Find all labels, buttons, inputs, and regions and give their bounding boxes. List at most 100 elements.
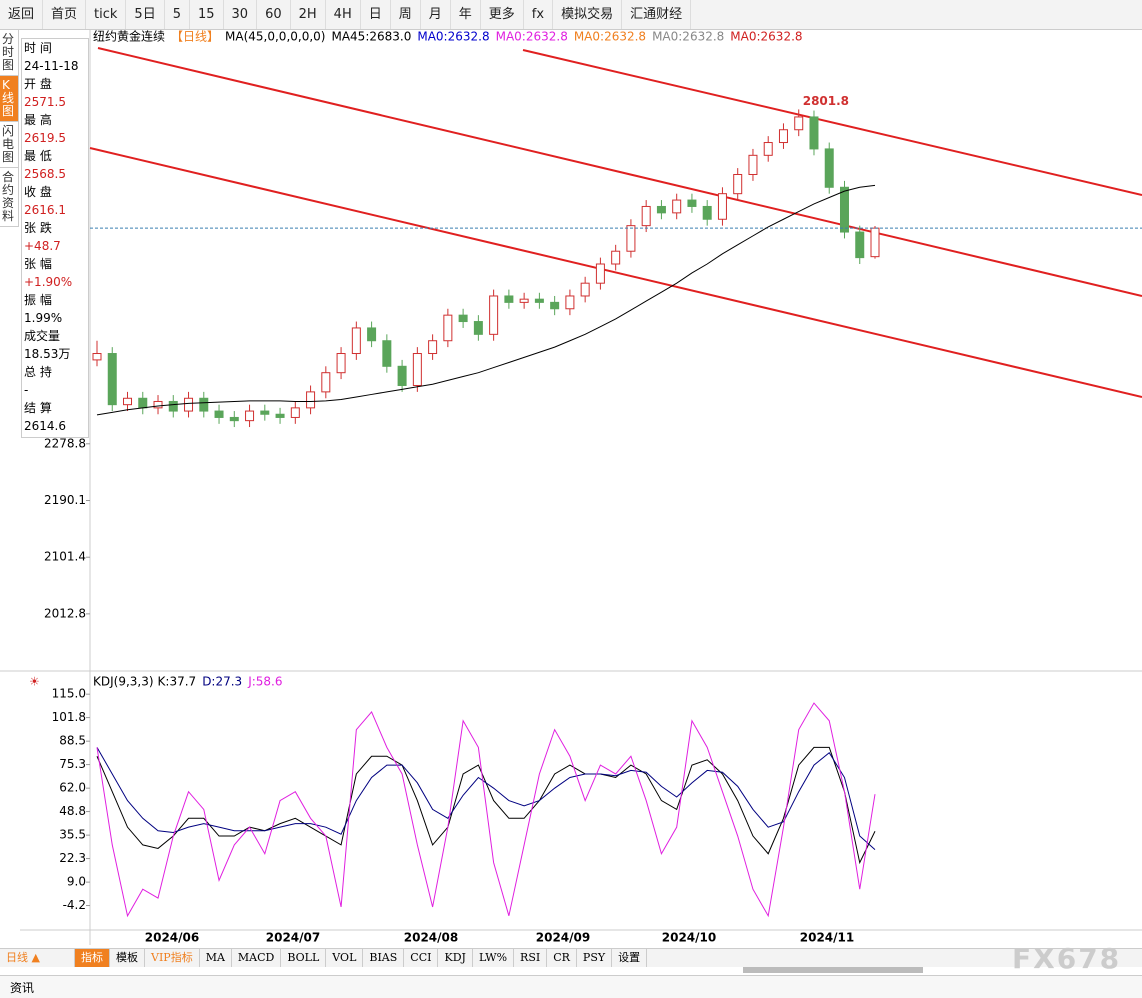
- candle-body: [473, 321, 483, 335]
- y-tick-label: 101.8: [52, 710, 86, 724]
- toolbar: 返回 首页 tick 5日 5 15 30 60 2H 4H 日周月年更多 fx 模拟交易 汇通财经: [0, 0, 1142, 30]
- y-tick-label: 9.0: [67, 875, 86, 889]
- status-bar: 资讯: [0, 975, 1142, 998]
- candle-body: [321, 372, 331, 393]
- legend-item: MA0:2632.8: [652, 30, 724, 44]
- side-tab[interactable]: 分时图: [0, 30, 18, 76]
- toolbar-button[interactable]: tick: [86, 0, 127, 29]
- candle-body: [763, 142, 773, 156]
- x-tick-label: 2024/06: [145, 931, 199, 945]
- info-label: 张 跌: [24, 221, 52, 235]
- info-label: 总 持: [24, 365, 52, 379]
- info-value: 1.99%: [24, 311, 63, 325]
- candle-body: [580, 282, 590, 297]
- x-tick-label: 2024/07: [266, 931, 320, 945]
- y-tick-label: 22.3: [59, 851, 86, 865]
- indicator-tab[interactable]: RSI: [514, 949, 548, 967]
- candle-body: [214, 410, 224, 418]
- candle-body: [855, 231, 865, 259]
- info-label: 最 高: [24, 113, 52, 127]
- candle-body: [611, 250, 621, 265]
- candle-body: [458, 314, 468, 323]
- y-tick-label: 62.0: [59, 781, 86, 795]
- toolbar-button[interactable]: 首页: [43, 0, 87, 29]
- candle-body: [382, 340, 392, 367]
- toolbar-button[interactable]: 2H: [291, 0, 326, 29]
- legend-item: D:27.3: [202, 675, 242, 689]
- toolbar-button[interactable]: 年: [451, 0, 481, 29]
- toolbar-button[interactable]: 汇通财经: [622, 0, 692, 29]
- toolbar-button[interactable]: 返回: [0, 0, 44, 29]
- toolbar-button[interactable]: 月: [421, 0, 451, 29]
- toolbar-button[interactable]: 更多: [481, 0, 524, 29]
- candle-body: [565, 295, 575, 310]
- candle-body: [397, 365, 407, 386]
- info-value: 24-11-18: [24, 59, 79, 73]
- candle-body: [504, 295, 514, 303]
- kdj-line: [96, 702, 876, 918]
- candle-body: [306, 391, 316, 409]
- info-label: 成交量: [24, 329, 61, 343]
- news-tab[interactable]: 资讯: [10, 981, 35, 995]
- side-tabs: 分时图 K线图 闪电图 合约资料: [0, 30, 19, 227]
- legend-item: MA45:2683.0: [331, 30, 411, 44]
- info-label: 振 幅: [24, 293, 52, 307]
- toolbar-button[interactable]: fx: [524, 0, 554, 29]
- toolbar-button[interactable]: 5: [165, 0, 190, 29]
- legend-item: MA0:2632.8: [574, 30, 646, 44]
- toolbar-button[interactable]: 30: [224, 0, 258, 29]
- indicator-tab[interactable]: 模板: [110, 949, 145, 967]
- legend-item: MA(45,0,0,0,0,0): [225, 30, 325, 44]
- legend-item: MA0:2632.8: [417, 30, 489, 44]
- toolbar-button[interactable]: 15: [190, 0, 224, 29]
- indicator-tab[interactable]: KDJ: [438, 949, 473, 967]
- indicator-tab[interactable]: PSY: [577, 949, 613, 967]
- y-tick-label: 2101.4: [44, 550, 86, 564]
- candle-body: [123, 397, 133, 406]
- info-label: 开 盘: [24, 77, 52, 91]
- candle-body: [550, 301, 560, 310]
- legend-item: MA0:2632.8: [730, 30, 802, 44]
- side-tab[interactable]: 合约资料: [0, 168, 18, 227]
- side-tab[interactable]: 闪电图: [0, 122, 18, 168]
- info-value: +48.7: [24, 239, 61, 253]
- indicator-tab[interactable]: MACD: [232, 949, 282, 967]
- candle-body: [824, 148, 834, 188]
- x-tick-label: 2024/09: [536, 931, 590, 945]
- candle-body: [275, 413, 285, 418]
- toolbar-button[interactable]: 周: [391, 0, 421, 29]
- candle-body: [153, 400, 163, 409]
- candle-body: [412, 353, 422, 386]
- legend-item: 【日线】: [171, 30, 219, 44]
- indicator-tab[interactable]: VIP指标: [145, 949, 200, 967]
- info-label: 收 盘: [24, 185, 52, 199]
- toolbar-button[interactable]: 日: [361, 0, 391, 29]
- max-label: 2801.8: [803, 94, 849, 108]
- toolbar-button[interactable]: 5日: [126, 0, 165, 29]
- indicator-tab[interactable]: VOL: [326, 949, 364, 967]
- toolbar-button[interactable]: 60: [257, 0, 291, 29]
- indicator-tab[interactable]: CR: [547, 949, 577, 967]
- indicator-tab[interactable]: 设置: [612, 949, 648, 967]
- side-tab[interactable]: K线图: [0, 76, 18, 122]
- candle-body: [687, 199, 697, 207]
- indicator-tab[interactable]: BIAS: [363, 949, 405, 967]
- info-value: 2614.6: [24, 419, 66, 433]
- indicator-tab[interactable]: 指标: [75, 949, 110, 967]
- y-tick-label: 2012.8: [44, 606, 86, 620]
- toolbar-button[interactable]: 4H: [326, 0, 361, 29]
- legend-item: K:37.7: [158, 675, 197, 689]
- period-button[interactable]: 日线 ▲: [0, 949, 75, 967]
- toolbar-button[interactable]: 模拟交易: [553, 0, 623, 29]
- candle-body: [534, 298, 544, 303]
- indicator-tab[interactable]: LW%: [473, 949, 515, 967]
- candle-body: [428, 340, 438, 355]
- channel-line: [522, 49, 1142, 196]
- indicator-tab[interactable]: MA: [200, 949, 232, 967]
- legend-item: MA0:2632.8: [496, 30, 568, 44]
- candle-body: [778, 129, 788, 144]
- candle-body: [595, 263, 605, 284]
- indicator-tab[interactable]: CCI: [404, 949, 439, 967]
- indicator-tab[interactable]: BOLL: [281, 949, 327, 967]
- candle-body: [168, 400, 178, 412]
